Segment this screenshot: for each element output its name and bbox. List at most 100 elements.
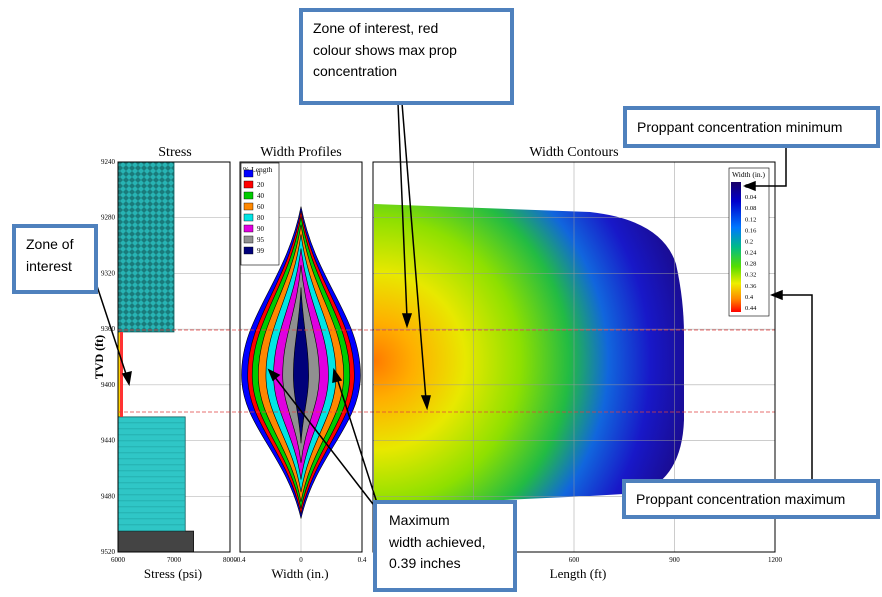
colorbar-title: Width (in.)	[732, 170, 766, 179]
legend-swatch	[243, 191, 254, 200]
legend-label: 95	[257, 236, 265, 244]
callout-zone: Zone of interest	[12, 224, 98, 294]
width-lens-99	[293, 287, 309, 444]
callout-max-width-line-2: width achieved,	[389, 533, 486, 550]
colorbar-tick-label: 0.4	[745, 294, 754, 301]
stress-yticks: 9240 9280 9320 9360 9400 9440 9480 9520	[101, 158, 116, 556]
callout-zone-red-line-2: colour shows max prop	[313, 41, 457, 58]
arrowhead-zone-red-right	[420, 395, 431, 411]
wc-xtick-label: 1200	[768, 556, 783, 564]
stress-xtick-label: 8000	[223, 556, 238, 564]
arrowhead-max-width-right	[332, 367, 343, 383]
width-profiles-title: Width Profiles	[260, 145, 341, 160]
legend-label: 60	[257, 203, 265, 211]
stress-xtick-label: 7000	[167, 556, 182, 564]
width-profiles-panel: Width Profiles -0.4 0 0.4 Width (in.) % Le…	[234, 145, 366, 581]
colorbar-tick-label: 0.36	[745, 283, 757, 290]
callout-zone-line-1: Zone of	[26, 236, 74, 252]
arrow-zone	[95, 282, 128, 378]
width-contours-title: Width Contours	[529, 145, 618, 160]
callout-prop-max-text: Proppant concentration maximum	[636, 491, 846, 507]
stress-panel: Stress 92409280932093609400944094809520 …	[92, 145, 238, 581]
callout-arrows	[95, 102, 813, 509]
legend-label: 80	[257, 214, 265, 222]
legend-title: % Length	[243, 165, 273, 174]
legend-swatch	[243, 169, 254, 178]
callout-zone-red: Zone of interest, red colour shows max p…	[299, 8, 514, 105]
stress-xlabel: Stress (psi)	[144, 566, 202, 581]
colorbar-tick-label: 0.24	[745, 250, 757, 257]
colorbar-tick-label: 0.12	[745, 216, 756, 223]
width-contours-xlabel: Length (ft)	[550, 566, 607, 581]
arrowhead-max-width-left	[267, 368, 281, 382]
colorbar-tick-label: 0.04	[745, 194, 757, 201]
arrow-max-width-left	[273, 375, 377, 509]
stress-ytick-label: 9320	[101, 269, 116, 277]
callout-prop-min: Proppant concentration minimum	[623, 106, 880, 148]
width-contours-panel: Width Contours 600 900 1200 Length (ft) Wi…	[118, 145, 783, 581]
stress-ytick-label: 9240	[101, 158, 116, 166]
colorbar-tick-label: 0.16	[745, 227, 757, 234]
legend-swatch	[243, 180, 254, 189]
stress-layers	[117, 161, 194, 553]
arrowhead-zone-red-left	[401, 313, 413, 329]
colorbar-tick-label: 0.08	[745, 205, 756, 212]
wc-xtick-label: 600	[569, 556, 580, 564]
arrowhead-prop-min	[742, 180, 756, 192]
legend-label: 90	[257, 225, 265, 233]
wp-xtick-label: 0	[299, 556, 303, 564]
stress-ytick-label: 9280	[101, 214, 116, 222]
callout-zone-red-line-1: Zone of interest, red	[313, 20, 439, 36]
arrow-zone-red-right	[401, 102, 427, 401]
legend-label: 40	[257, 192, 265, 200]
stress-xticks: 6000 7000 8000	[111, 556, 238, 564]
width-contours-xticks: 600 900 1200	[569, 556, 783, 564]
callout-max-width-line-3: 0.39 inches	[389, 555, 461, 572]
colorbar: Width (in.) 00.040.080.120.160.20.240.28…	[728, 167, 770, 317]
callout-prop-max: Proppant concentration maximum	[622, 479, 880, 519]
stress-layer-2	[117, 416, 186, 532]
width-profiles-xlabel: Width (in.)	[271, 566, 328, 581]
arrowhead-prop-max	[769, 289, 783, 301]
stress-ytick-label: 9360	[101, 325, 116, 333]
connector-prop-max	[780, 294, 813, 482]
legend-swatch	[243, 213, 254, 222]
callout-max-width-line-1: Maximum	[389, 512, 450, 528]
legend-swatch	[243, 202, 254, 211]
width-profiles-frame	[239, 161, 363, 553]
colorbar-tick-label: 0.44	[745, 305, 757, 312]
width-profiles-legend: % Length 0 20 40 60 80 90 95 99	[240, 162, 280, 266]
stress-layer-0	[117, 161, 175, 333]
legend-swatch	[243, 246, 254, 255]
arrow-zone-red-left	[397, 102, 408, 319]
stress-ylabel: TVD (ft)	[92, 335, 106, 379]
legend-label: 20	[257, 181, 265, 189]
colorbar-tick-label: 0.2	[745, 238, 753, 245]
wp-xtick-label: -0.4	[234, 556, 246, 564]
width-contours-frame	[372, 161, 776, 553]
stress-xtick-label: 6000	[111, 556, 126, 564]
connector-prop-min	[753, 144, 787, 187]
colorbar-tick-label: 0.28	[745, 261, 756, 268]
stress-title: Stress	[158, 145, 191, 160]
width-profiles-xticks: -0.4 0 0.4	[234, 556, 366, 564]
stress-ytick-label: 9400	[101, 381, 116, 389]
callout-prop-min-text: Proppant concentration minimum	[637, 119, 843, 135]
colorbar-tick-label: 0.32	[745, 272, 756, 279]
legend-swatch	[243, 235, 254, 244]
legend-label: 99	[257, 247, 265, 255]
stress-layer-3	[117, 530, 194, 553]
legend-items: 0 20 40 60 80 90 95 99	[243, 169, 265, 255]
fracture-heat-shape	[374, 204, 684, 506]
legend-label: 0	[257, 170, 261, 178]
legend-swatch	[243, 224, 254, 233]
width-profile-lenses	[241, 206, 361, 519]
callout-zone-line-2: interest	[26, 257, 72, 274]
stress-ytick-label: 9480	[101, 492, 116, 500]
fracture-contour-fill	[374, 204, 684, 506]
callout-zone-red-line-3: concentration	[313, 63, 398, 80]
wc-xtick-label: 900	[669, 556, 680, 564]
arrow-max-width-right	[336, 377, 379, 507]
stress-ytick-label: 9520	[101, 548, 116, 556]
